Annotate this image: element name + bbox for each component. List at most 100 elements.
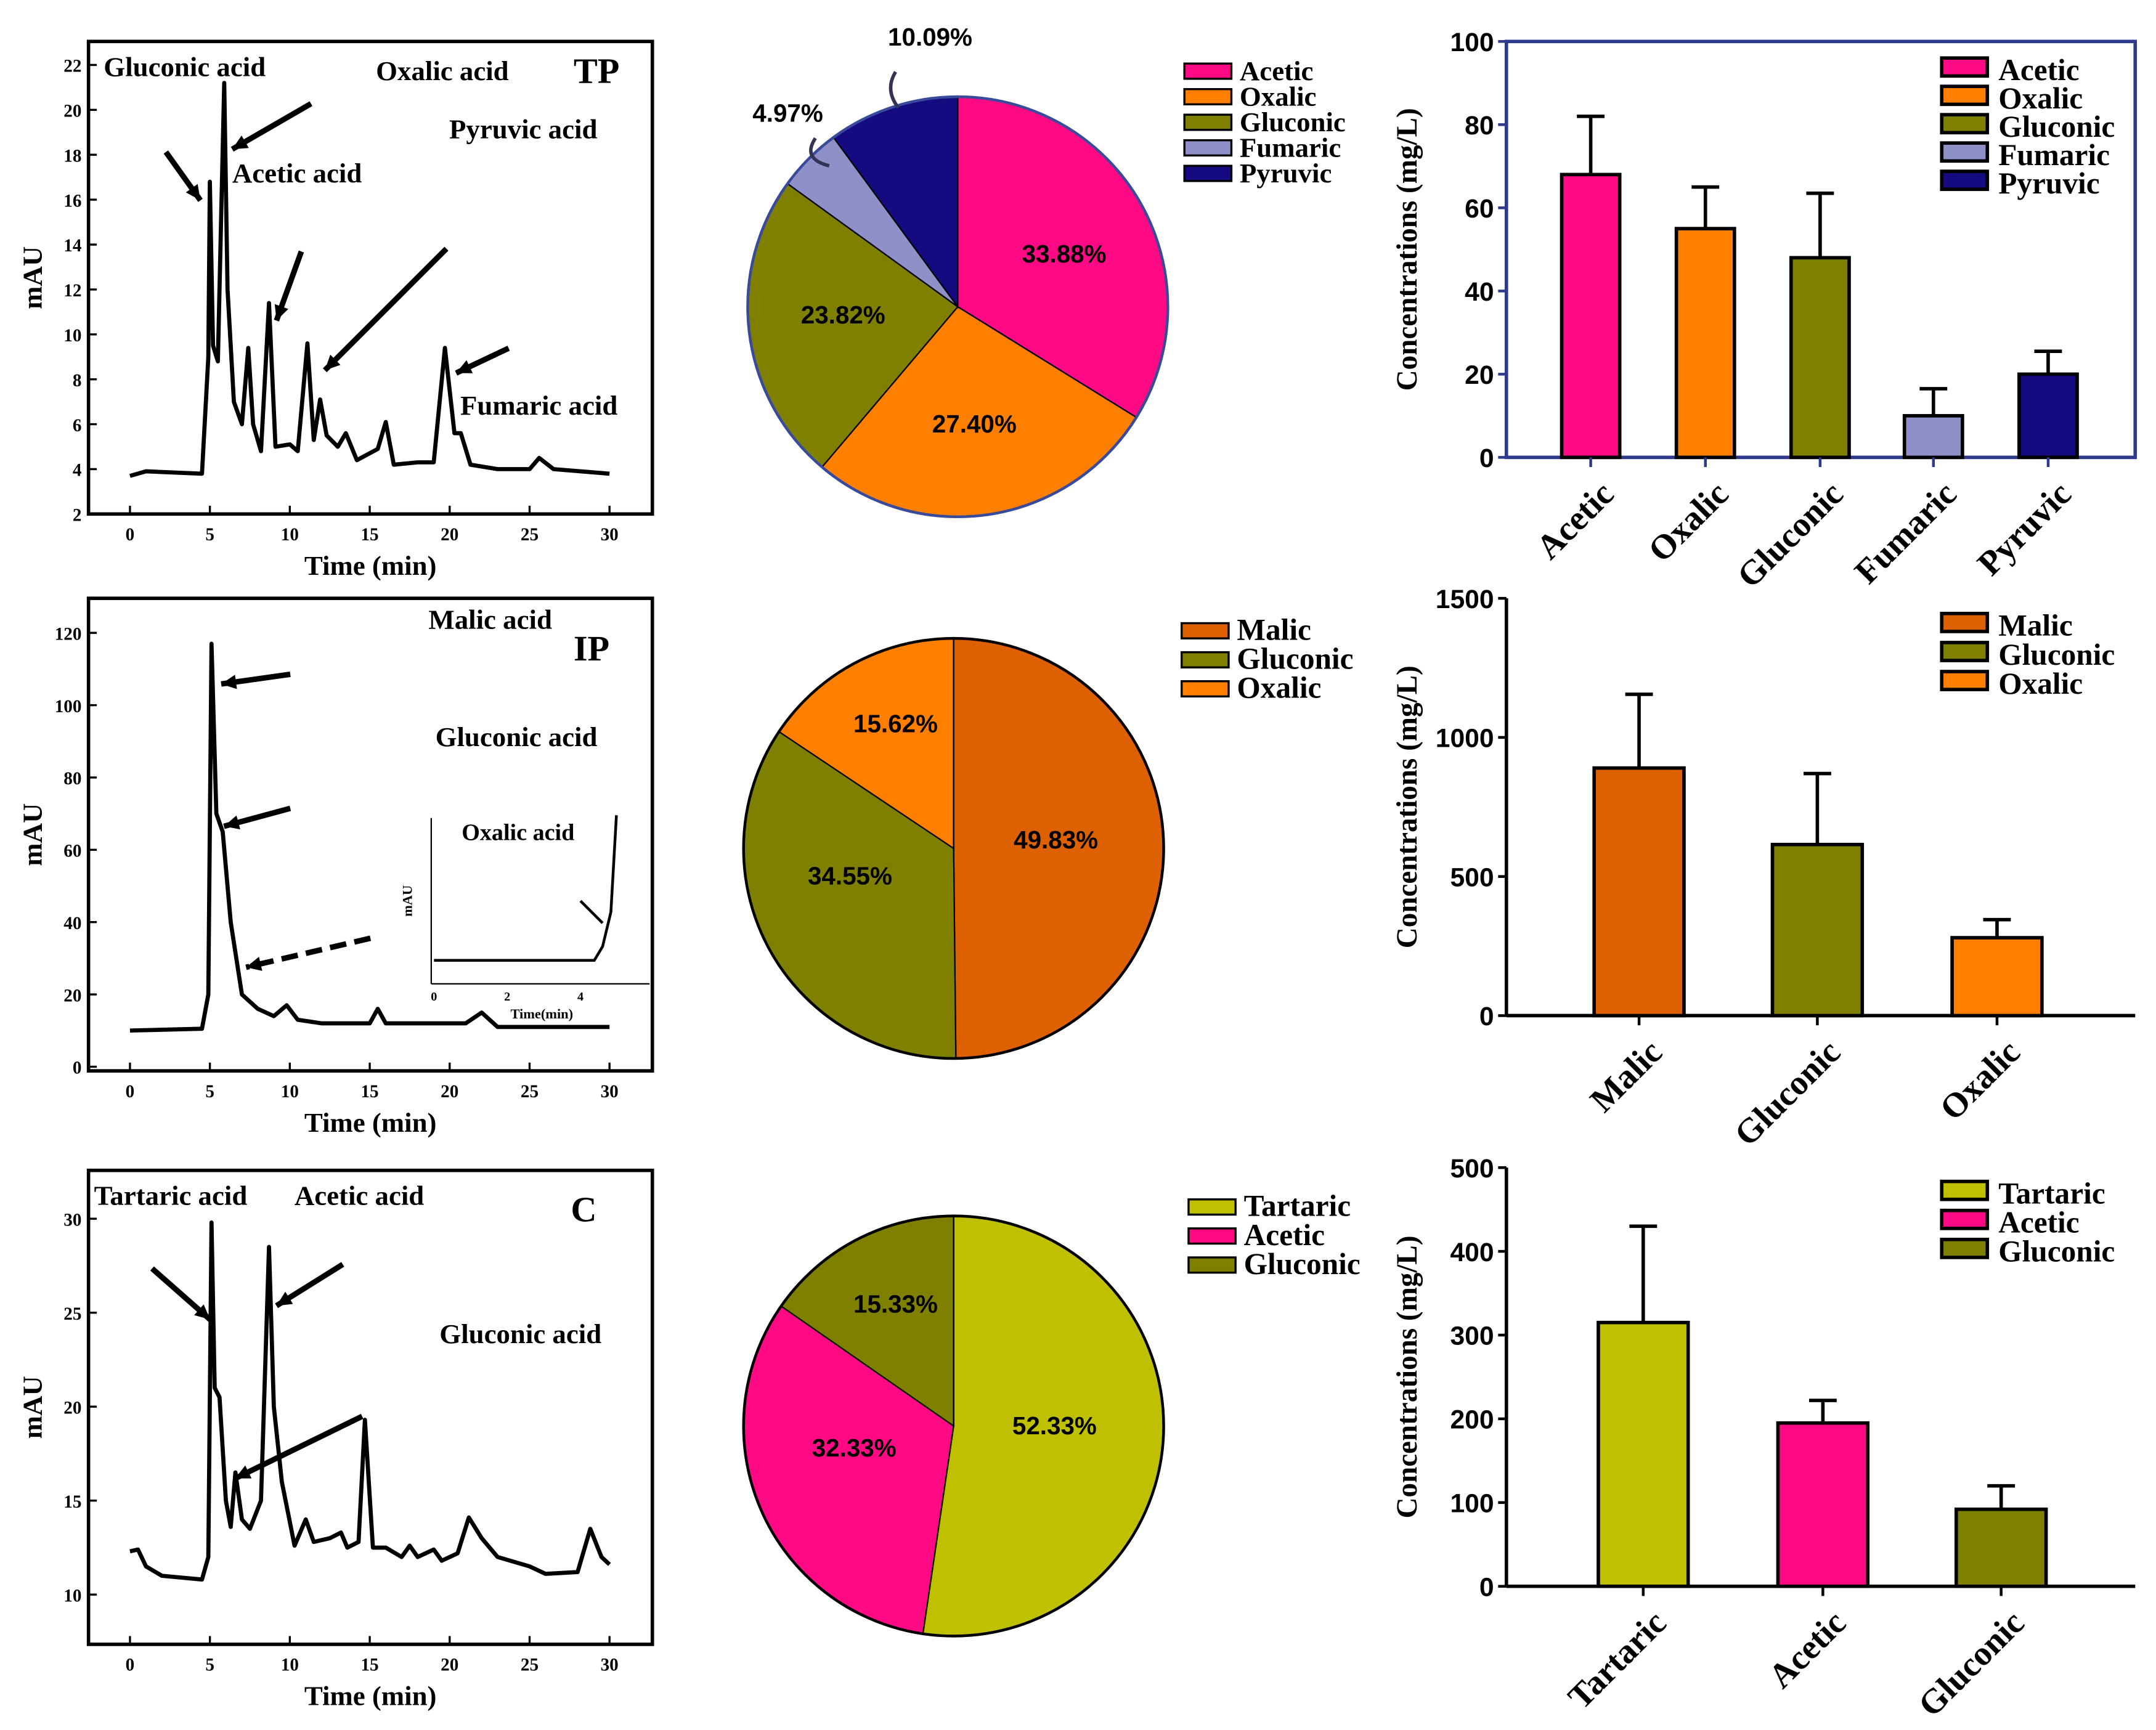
- slice-value-label: 34.55%: [808, 861, 892, 890]
- legend-swatch: [1181, 651, 1230, 668]
- bar-oxalic: [1950, 936, 2044, 1018]
- y-tick-label: 500: [1450, 863, 1494, 892]
- y-tick-label: 12: [63, 281, 81, 301]
- x-tick-label: 15: [360, 525, 378, 545]
- y-tick-label: 60: [1465, 194, 1494, 224]
- chromatogram-TP: 0 5 10 15 20 25 30 2 4 6 8 10 12 14 16 18 20 22 Time (min)…: [17, 39, 654, 581]
- x-tick-label: 15: [360, 1655, 378, 1675]
- legend-swatch: [1940, 141, 1990, 163]
- peak-annotation: Acetic acid: [295, 1180, 424, 1211]
- x-tick-label: Acetic: [1529, 475, 1621, 567]
- bar-gluconic: [1770, 842, 1865, 1018]
- y-tick-label: 200: [1450, 1405, 1494, 1435]
- y-tick-label: 16: [63, 191, 81, 211]
- bar-acetic: [1776, 1421, 1870, 1588]
- arrowhead-icon: [221, 675, 237, 689]
- peak-annotation: Pyruvic acid: [449, 113, 597, 144]
- legend-swatch: [1187, 1198, 1237, 1216]
- y-tick-label: 80: [1465, 111, 1494, 140]
- y-tick-label: 4: [73, 461, 82, 481]
- bar-pyruvic: [2017, 372, 2079, 460]
- y-tick-label: 20: [63, 102, 81, 121]
- x-tick-label: 30: [601, 1655, 619, 1675]
- x-tick-label: 30: [601, 1082, 619, 1102]
- y-tick-label: 10: [63, 1586, 81, 1606]
- inset-trace: [434, 815, 618, 962]
- y-axis-label: Concentrations (mg/L): [1391, 665, 1423, 948]
- arrowhead-icon: [224, 815, 240, 830]
- legend-label: Fumaric: [1998, 138, 2110, 172]
- inset-x-tick-label: 0: [431, 990, 437, 1004]
- arrow-icon: [230, 101, 312, 152]
- legend-swatch: [1940, 670, 1990, 691]
- peak-annotation: Gluconic acid: [104, 51, 266, 82]
- arrowhead-icon: [194, 1304, 211, 1320]
- x-axis-label: Time (min): [304, 1107, 437, 1138]
- x-tick-label: 20: [441, 1655, 458, 1675]
- legend-label: Fumaric: [1240, 132, 1341, 163]
- y-tick-label: 500: [1450, 1154, 1494, 1184]
- y-axis-label: Concentrations (mg/L): [1391, 1235, 1423, 1518]
- x-tick-label: 0: [126, 1655, 135, 1675]
- arrow-icon: [245, 935, 372, 970]
- y-tick-label: 400: [1450, 1238, 1494, 1267]
- x-tick-label: 25: [521, 1655, 539, 1675]
- x-tick-label: 30: [601, 525, 619, 545]
- slice-value-label: 33.88%: [1022, 240, 1107, 268]
- x-tick-label: 0: [126, 525, 135, 545]
- peak-annotation: Fumaric acid: [460, 390, 617, 421]
- inset-x-label: Time(min): [510, 1006, 573, 1021]
- y-tick-label: 2: [73, 506, 82, 526]
- y-axis-label: Concentrations (mg/L): [1391, 108, 1423, 391]
- y-tick-label: 0: [73, 1058, 82, 1078]
- x-tick-label: Oxalic: [1641, 475, 1736, 570]
- x-tick-label: 10: [281, 1082, 299, 1102]
- legend-swatch: [1183, 164, 1233, 182]
- x-tick-label: Tartaric: [1561, 1604, 1674, 1716]
- inset-title: Oxalic acid: [462, 820, 574, 846]
- bar-gluconic: [1789, 256, 1851, 460]
- bar-chart-1: 0 500 1000 1500 Concentrations (mg/L) Malic Ma…: [1391, 585, 2136, 1153]
- legend-label: Gluconic: [1998, 638, 2115, 672]
- leader-line-icon: [809, 137, 830, 168]
- legend-label: Acetic: [1240, 55, 1314, 86]
- legend-swatch: [1940, 1208, 1990, 1230]
- inset-x-tick-label: 2: [504, 990, 510, 1004]
- y-tick-label: 25: [63, 1304, 81, 1324]
- bar-fumaric: [1902, 414, 1964, 460]
- arrowhead-icon: [274, 304, 288, 321]
- panel-tag: TP: [574, 51, 620, 91]
- legend-label: Oxalic: [1998, 667, 2083, 701]
- leader-line-icon: [889, 71, 900, 109]
- plot-frame: [86, 39, 654, 516]
- slice-value-label: 15.62%: [853, 710, 938, 738]
- y-tick-label: 120: [55, 624, 82, 644]
- y-tick-label: 0: [1479, 444, 1494, 473]
- legend-label: Malic: [1998, 609, 2073, 643]
- pie-outline: [742, 1214, 1165, 1638]
- x-tick-label: Gluconic: [1730, 475, 1851, 596]
- y-tick-label: 100: [1450, 28, 1494, 57]
- x-tick-label: 10: [281, 1655, 299, 1675]
- y-tick-label: 15: [63, 1492, 81, 1512]
- slice-value-label: 52.33%: [1012, 1411, 1097, 1440]
- pie-outline: [746, 95, 1170, 519]
- x-tick-label: 20: [441, 1082, 458, 1102]
- legend-swatch: [1183, 113, 1233, 131]
- x-tick-label: Pyruvic: [1971, 475, 2079, 583]
- x-tick-label: Fumaric: [1847, 475, 1964, 591]
- legend-swatch: [1181, 622, 1230, 640]
- x-tick-label: Gluconic: [1911, 1604, 2032, 1724]
- legend-label: Oxalic: [1998, 81, 2083, 115]
- x-tick-label: 0: [126, 1082, 135, 1102]
- y-tick-label: 40: [1465, 277, 1494, 307]
- legend-swatch: [1940, 1237, 1990, 1259]
- x-tick-label: 5: [205, 1082, 214, 1102]
- peak-annotation: Malic acid: [428, 604, 552, 635]
- y-axis-label: mAU: [17, 246, 47, 309]
- x-tick-label: Malic: [1583, 1033, 1670, 1120]
- bar-oxalic: [1674, 227, 1736, 460]
- y-tick-label: 20: [63, 986, 81, 1005]
